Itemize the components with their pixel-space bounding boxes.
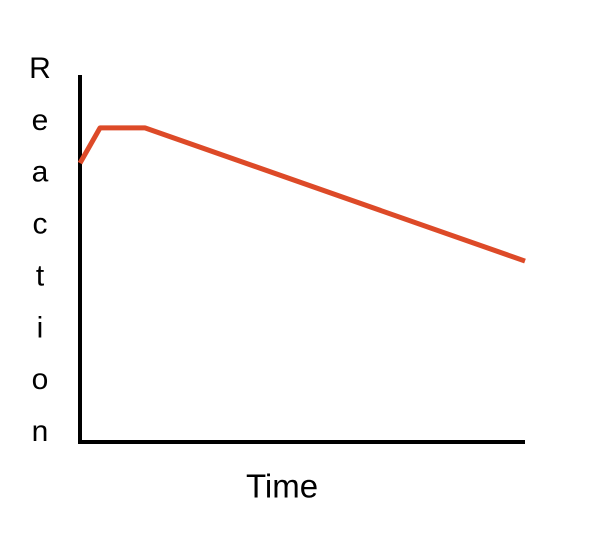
data-line [77, 125, 526, 264]
x-axis-label: Time [246, 468, 318, 505]
